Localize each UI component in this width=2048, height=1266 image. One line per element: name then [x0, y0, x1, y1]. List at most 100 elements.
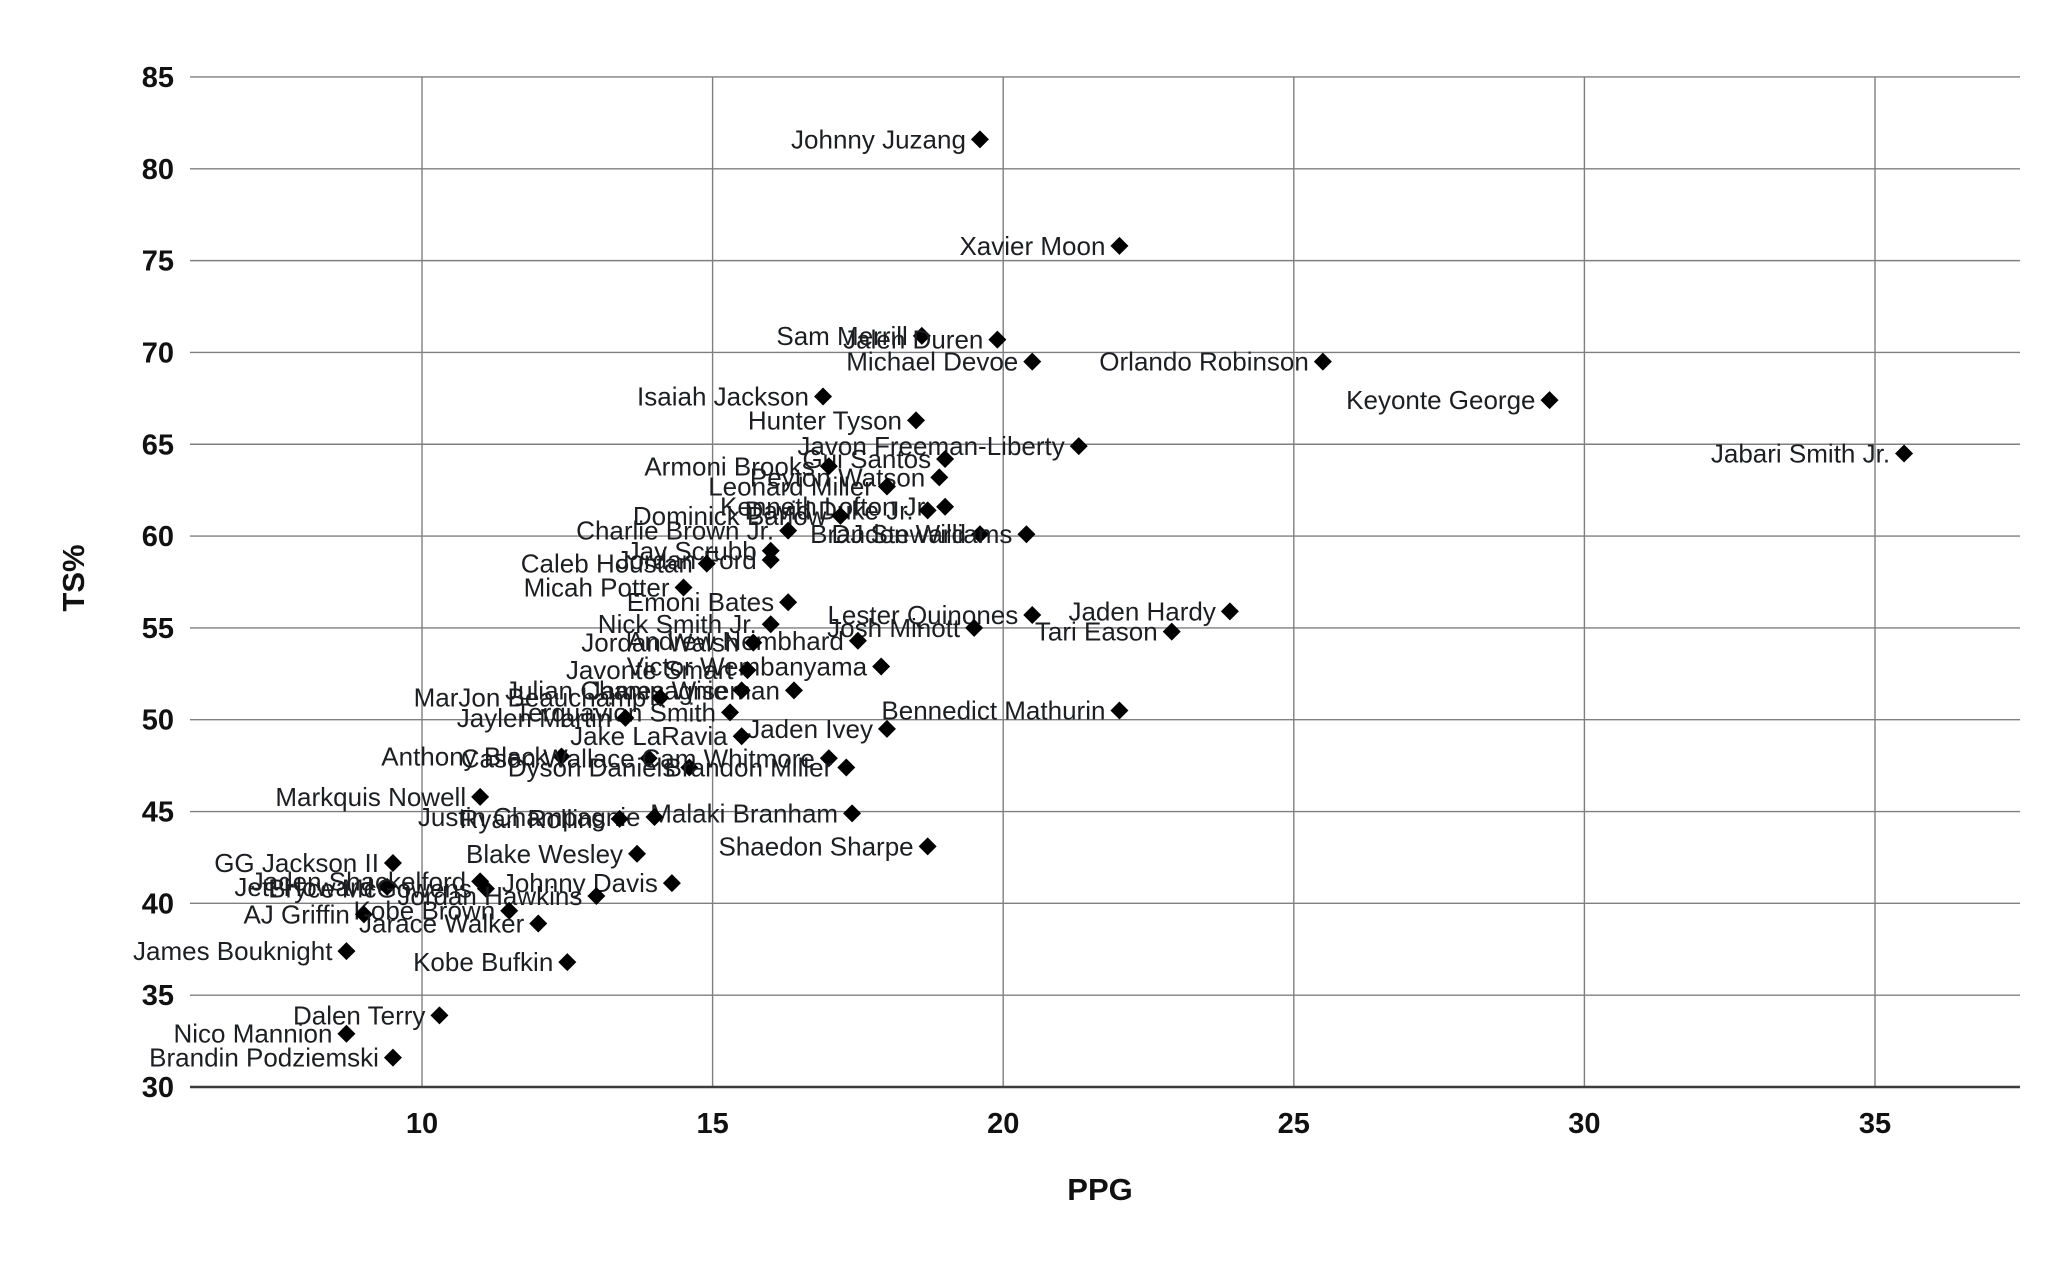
- data-point-marker: [651, 688, 670, 707]
- data-point-label: Jett Howard: [234, 872, 373, 902]
- data-point-marker: [837, 758, 856, 777]
- y-tick-70: 70: [142, 337, 174, 369]
- data-point-label: Jordan Walsh: [581, 628, 739, 658]
- data-point: Jordan Ford: [617, 545, 780, 575]
- data-point: Jordan Hawkins: [397, 881, 606, 911]
- x-tick-30: 30: [1568, 1108, 1600, 1140]
- data-point-label: DJ Steward: [832, 519, 966, 549]
- data-point-label: Jaden Shackelford: [251, 866, 466, 896]
- data-point: David Duke Jr.: [745, 495, 937, 525]
- data-point: Dominick Barlow: [633, 501, 850, 531]
- data-point-label: Kobe Bufkin: [413, 947, 553, 977]
- data-point: James Bouknight: [133, 936, 356, 966]
- data-point-marker: [936, 497, 955, 516]
- data-point: Sam Merrill: [776, 321, 931, 351]
- x-tick-25: 25: [1278, 1108, 1310, 1140]
- data-point-label: Nick Smith Jr.: [598, 609, 757, 639]
- data-point-label: Xavier Moon: [959, 231, 1105, 261]
- data-point: Bennedict Mathurin: [881, 696, 1129, 726]
- data-point: Jett Howard: [234, 872, 397, 902]
- data-point-label: Cam Whitmore: [641, 743, 814, 773]
- data-point-label: Keyonte George: [1346, 385, 1535, 415]
- data-point-marker: [383, 1048, 402, 1067]
- data-point-marker: [639, 749, 658, 768]
- data-point-label: Charlie Brown Jr.: [576, 516, 774, 546]
- y-tick-50: 50: [142, 705, 174, 737]
- data-point-marker: [732, 727, 751, 746]
- y-tick-65: 65: [142, 429, 174, 461]
- data-point: MarJon Beauchamp: [414, 683, 670, 713]
- data-point: Brandon Williams: [810, 519, 1036, 549]
- data-point-label: Josh Minott: [827, 613, 961, 643]
- data-point: Markquis Nowell: [275, 782, 490, 812]
- data-point-label: Jarace Walker: [359, 909, 525, 939]
- data-point: Dyson Daniels: [508, 752, 699, 782]
- data-point-label: Anthony Black: [381, 741, 548, 771]
- data-point-label: Hunter Tyson: [748, 405, 902, 435]
- data-point: Armoni Brooks: [644, 451, 838, 481]
- data-point-label: Sam Merrill: [776, 321, 907, 351]
- data-point: Caleb Houstan: [521, 549, 716, 579]
- y-tick-35: 35: [142, 980, 174, 1012]
- data-point-label: Bennedict Mathurin: [881, 696, 1105, 726]
- data-point-label: Julian Champagnie: [505, 675, 728, 705]
- data-point-marker: [628, 844, 647, 863]
- data-point-label: Jalen Duren: [843, 325, 983, 355]
- data-point-marker: [500, 901, 519, 920]
- data-point: Cam Whitmore: [641, 743, 838, 773]
- data-point-marker: [970, 525, 989, 544]
- data-point-marker: [907, 411, 926, 430]
- data-point-label: James Bouknight: [133, 936, 333, 966]
- data-point-label: Brandon Miller: [665, 752, 833, 782]
- data-point-label: Jay Scrubb: [627, 536, 757, 566]
- data-point-marker: [1023, 352, 1042, 371]
- data-point-marker: [587, 887, 606, 906]
- data-point-marker: [1110, 236, 1129, 255]
- data-point-marker: [558, 953, 577, 972]
- vertical-gridlines: [421, 77, 1876, 1087]
- data-point-label: Lester Quinones: [827, 600, 1018, 630]
- data-point-label: Malaki Branham: [650, 798, 838, 828]
- data-point: Micah Potter: [524, 572, 693, 602]
- data-point-marker: [476, 879, 495, 898]
- data-point: Jalen Duren: [843, 325, 1007, 355]
- data-point-marker: [383, 853, 402, 872]
- data-point: Michael Devoe: [846, 347, 1042, 377]
- data-point: Nico Mannion: [173, 1019, 356, 1049]
- data-point-label: Dyson Daniels: [508, 752, 676, 782]
- data-point: Andrew Nembhard: [627, 626, 867, 656]
- data-point-marker: [354, 905, 373, 924]
- data-point-label: Jordan Hawkins: [397, 881, 582, 911]
- data-point-marker: [819, 457, 838, 476]
- data-point-marker: [680, 758, 699, 777]
- data-point-marker: [1162, 622, 1181, 641]
- data-point-label: Jordan Ford: [617, 545, 757, 575]
- y-tick-55: 55: [142, 613, 174, 645]
- data-point-marker: [616, 708, 635, 727]
- data-point-label: Kobe Brown: [354, 896, 496, 926]
- data-point: GG Jackson II: [214, 848, 402, 878]
- data-point-label: Michael Devoe: [846, 347, 1018, 377]
- data-point: Orlando Robinson: [1099, 347, 1332, 377]
- data-point-marker: [918, 501, 937, 520]
- data-point-marker: [936, 449, 955, 468]
- data-point: Dalen Terry: [293, 1000, 449, 1030]
- data-point-marker: [784, 681, 803, 700]
- data-point-marker: [378, 877, 397, 896]
- data-point-marker: [337, 1024, 356, 1043]
- data-point: Josh Minott: [827, 613, 984, 643]
- data-point: Javon Freeman-Liberty: [797, 431, 1088, 461]
- data-point-label: Andrew Nembhard: [627, 626, 844, 656]
- data-point: Jordan Walsh: [581, 628, 763, 658]
- x-tick-10: 10: [406, 1108, 438, 1140]
- data-point-marker: [721, 703, 740, 722]
- data-point: Jake LaRavia: [570, 721, 751, 751]
- data-point: Bryce McGowens: [268, 874, 495, 904]
- y-axis-tick-labels: 30 35 40 45 50 55 60 65 70 75 80 85: [142, 62, 174, 1104]
- data-point-marker: [1110, 701, 1129, 720]
- data-point: Cason Wallace: [461, 743, 658, 773]
- y-tick-30: 30: [142, 1072, 174, 1104]
- data-point-label: Caleb Houstan: [521, 549, 693, 579]
